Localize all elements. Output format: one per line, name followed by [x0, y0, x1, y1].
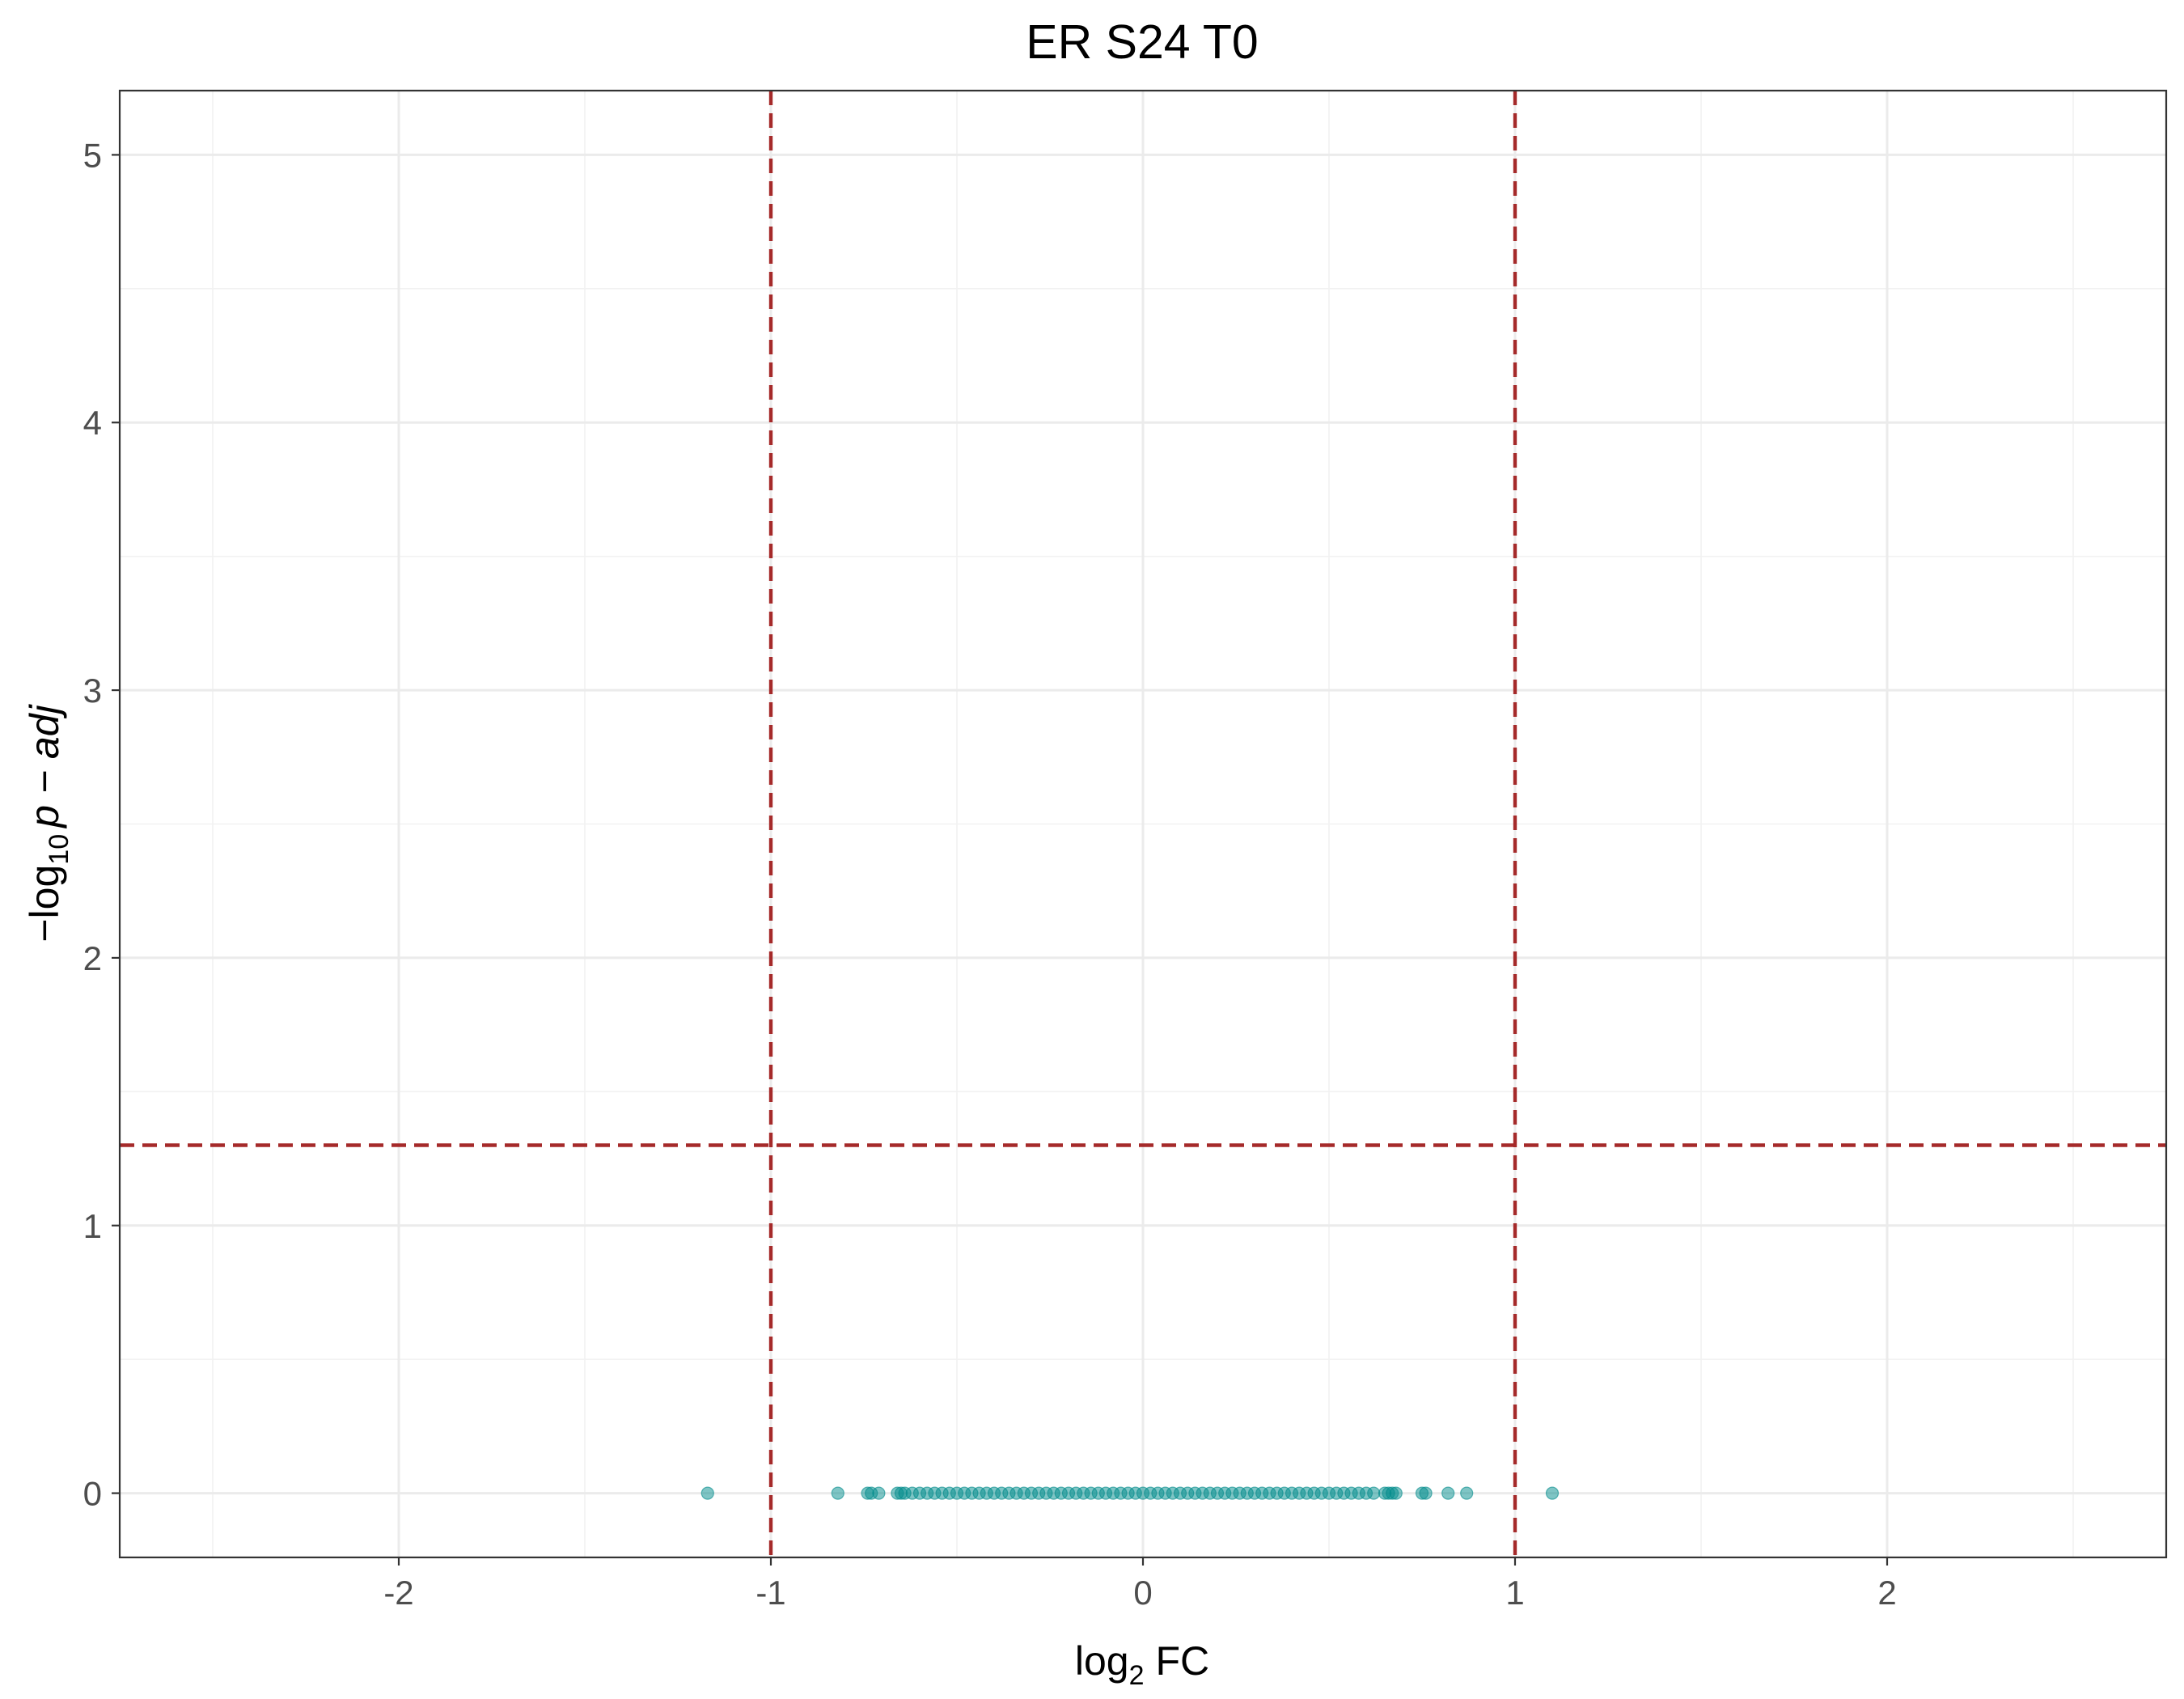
x-tick-label: 2: [1877, 1574, 1896, 1612]
y-axis-title: −log10 p − adj: [22, 703, 74, 942]
y-axis-title-log: log: [22, 865, 67, 919]
y-tick-label: 1: [83, 1207, 102, 1245]
data-point: [1419, 1486, 1433, 1500]
data-point: [831, 1486, 844, 1500]
x-axis-title-log: log: [1075, 1638, 1129, 1684]
y-tick-label: 4: [83, 404, 102, 442]
data-point: [1441, 1486, 1455, 1500]
x-axis-title-subscript: 2: [1129, 1660, 1145, 1691]
data-point: [1389, 1486, 1403, 1500]
x-axis-title-rest: FC: [1145, 1638, 1210, 1684]
y-tick-label: 2: [83, 939, 102, 977]
data-point: [700, 1486, 714, 1500]
y-axis: 0 1 2 3 4 5: [83, 136, 120, 1513]
data-point: [1460, 1486, 1474, 1500]
chart-title: ER S24 T0: [1026, 15, 1259, 69]
y-tick-label: 0: [83, 1475, 102, 1513]
data-point: [872, 1486, 886, 1500]
y-axis-title-minus: −: [22, 918, 67, 942]
y-axis-title-subscript: 10: [44, 834, 74, 865]
threshold-lines: [120, 91, 2166, 1557]
data-points: [700, 1486, 1560, 1500]
y-tick-label: 5: [83, 136, 102, 174]
x-axis-title: log2 FC: [1075, 1638, 1209, 1691]
data-point: [1367, 1486, 1381, 1500]
y-tick-label: 3: [83, 672, 102, 710]
x-tick-label: -2: [383, 1574, 413, 1612]
y-axis-title-padj: p − adj: [22, 703, 67, 828]
x-tick-label: 1: [1505, 1574, 1524, 1612]
x-tick-label: 0: [1133, 1574, 1152, 1612]
data-point: [1545, 1486, 1560, 1500]
x-tick-label: -1: [756, 1574, 785, 1612]
x-axis: -2 -1 0 1 2: [383, 1557, 1897, 1612]
